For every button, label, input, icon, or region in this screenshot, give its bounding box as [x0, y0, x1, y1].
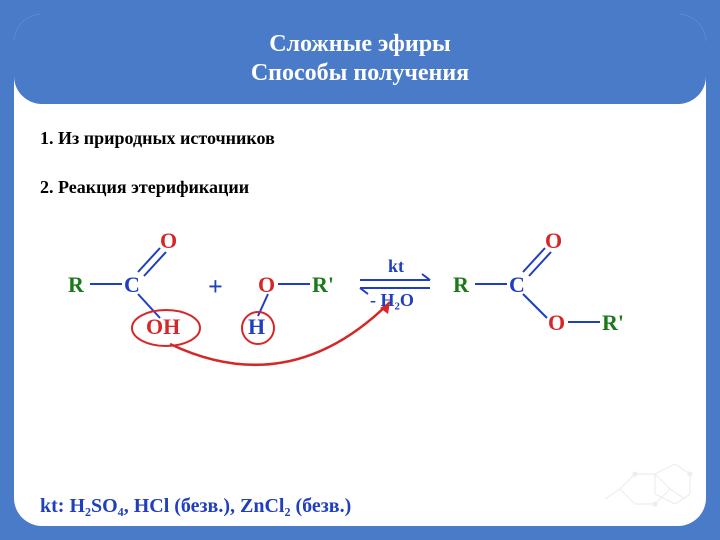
- acid-R: R: [68, 272, 84, 298]
- catalyst-prefix: kt:: [40, 495, 69, 517]
- catalyst-item-2: ZnCl₂ (безв.): [240, 495, 351, 517]
- acid-C: C: [124, 272, 140, 298]
- alcohol-H: H: [248, 314, 265, 340]
- title-line-1: Сложные эфиры: [269, 30, 451, 59]
- section-1-heading: 1. Из природных источников: [40, 128, 680, 149]
- catalyst-sep-1: ,: [230, 495, 240, 517]
- reaction-diagram: R C O OH + O R' H kt - H₂O R C O O R': [60, 226, 660, 376]
- acid-O-double: O: [160, 228, 177, 254]
- catalyst-note: kt: H₂SO₄, HCl (безв.), ZnCl₂ (безв.): [40, 495, 351, 518]
- arrow-kt-label: kt: [388, 256, 404, 277]
- catalyst-sep-0: ,: [124, 495, 134, 517]
- product-O-single: O: [548, 310, 565, 336]
- catalyst-item-0: H₂SO₄: [69, 495, 123, 517]
- alcohol-Rprime: R': [312, 272, 334, 298]
- product-O-double: O: [545, 228, 562, 254]
- alcohol-O: O: [258, 272, 275, 298]
- title-line-2: Способы получения: [251, 59, 469, 88]
- product-C: C: [509, 272, 525, 298]
- acid-OH: OH: [146, 314, 180, 340]
- product-Rprime: R': [602, 310, 624, 336]
- plus-sign: +: [208, 272, 223, 302]
- reaction-svg: [60, 226, 660, 396]
- arrow-water-label: - H₂O: [370, 290, 414, 311]
- product-R: R: [453, 272, 469, 298]
- section-2-heading: 2. Реакция этерификации: [40, 177, 680, 198]
- content-area: 1. Из природных источников 2. Реакция эт…: [40, 120, 680, 376]
- title-bar: Сложные эфиры Способы получения: [14, 14, 706, 104]
- catalyst-item-1: HCl (безв.): [134, 495, 230, 517]
- watermark-icon: [590, 444, 710, 534]
